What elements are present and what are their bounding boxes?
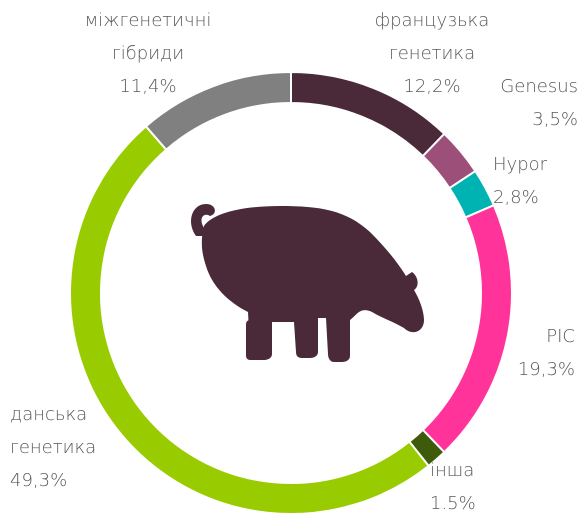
- category-name: міжгенетичні гібриди: [84, 10, 212, 64]
- category-name: Genesus: [500, 76, 578, 97]
- donut-segment: [144, 70, 292, 152]
- category-name: інша: [430, 460, 475, 481]
- value-label: 1.5%: [430, 493, 476, 514]
- category-name: PIC: [546, 326, 575, 347]
- segment-label: французька генетика 12,2%: [352, 4, 512, 103]
- value-label: 11,4%: [119, 76, 177, 97]
- segment-label: інша 1.5%: [430, 454, 500, 516]
- segment-label: міжгенетичні гібриди 11,4%: [58, 4, 238, 103]
- value-label: 3,5%: [532, 109, 578, 130]
- pig-icon: [191, 204, 424, 362]
- segment-label: данська генетика 49,3%: [10, 398, 150, 497]
- segment-label: PIC 19,3%: [495, 320, 575, 386]
- value-label: 49,3%: [10, 470, 68, 491]
- category-name: французька генетика: [374, 10, 490, 64]
- value-label: 19,3%: [517, 359, 575, 380]
- segment-label: Genesus 3,5%: [480, 70, 578, 136]
- category-name: данська генетика: [10, 404, 97, 458]
- value-label: 12,2%: [403, 76, 461, 97]
- segment-label: Hypor 2,8%: [493, 148, 573, 214]
- value-label: 2,8%: [493, 187, 539, 208]
- category-name: Hypor: [493, 154, 548, 175]
